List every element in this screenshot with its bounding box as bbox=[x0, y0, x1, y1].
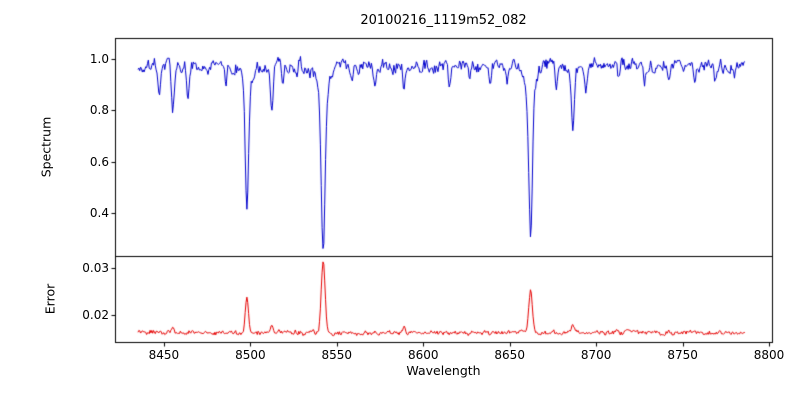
x-axis-label: Wavelength bbox=[406, 363, 481, 378]
chart-title: 20100216_1119m52_082 bbox=[360, 13, 527, 28]
y-axis-label-spectrum: Spectrum bbox=[38, 116, 54, 178]
y-axis-label-error: Error bbox=[42, 283, 58, 315]
